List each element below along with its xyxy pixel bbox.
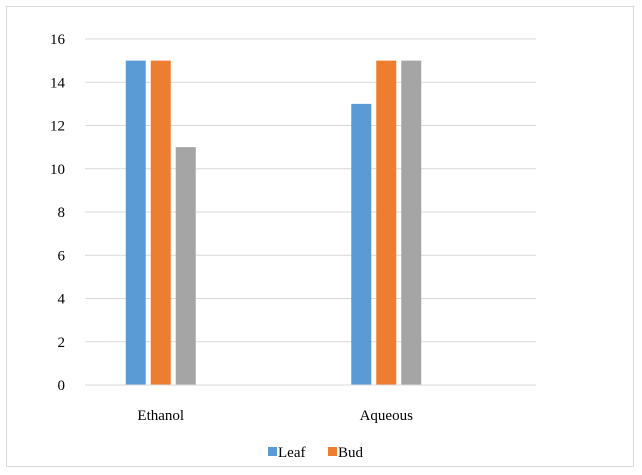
y-tick-label: 6 bbox=[58, 248, 66, 264]
legend: Leaf Bud bbox=[268, 445, 364, 461]
y-tick-label: 12 bbox=[50, 119, 65, 135]
y-tick-label: 16 bbox=[50, 32, 66, 48]
y-axis-ticks: 0 2 4 6 8 10 12 14 16 bbox=[50, 32, 66, 394]
bar-series3-ethanol bbox=[175, 147, 196, 385]
x-tick-label: Ethanol bbox=[137, 408, 184, 424]
bar-series3-aqueous bbox=[401, 60, 422, 385]
bar-leaf-aqueous bbox=[351, 103, 372, 385]
y-tick-label: 4 bbox=[58, 292, 66, 308]
y-tick-label: 2 bbox=[58, 335, 66, 351]
bar-leaf-ethanol bbox=[125, 60, 146, 385]
legend-label-bud: Bud bbox=[338, 445, 364, 461]
y-tick-label: 14 bbox=[50, 75, 66, 91]
legend-swatch-bud bbox=[328, 447, 337, 456]
legend-label-leaf: Leaf bbox=[278, 445, 305, 461]
y-tick-label: 10 bbox=[50, 162, 65, 178]
chart-frame bbox=[6, 6, 634, 467]
bars bbox=[125, 60, 422, 385]
legend-swatch-leaf bbox=[268, 447, 277, 456]
bar-bud-aqueous bbox=[376, 60, 397, 385]
y-tick-label: 8 bbox=[58, 205, 66, 221]
x-tick-label: Aqueous bbox=[360, 408, 413, 424]
y-tick-label: 0 bbox=[58, 378, 66, 394]
bar-bud-ethanol bbox=[150, 60, 171, 385]
x-axis-ticks: Ethanol Aqueous bbox=[137, 408, 413, 424]
